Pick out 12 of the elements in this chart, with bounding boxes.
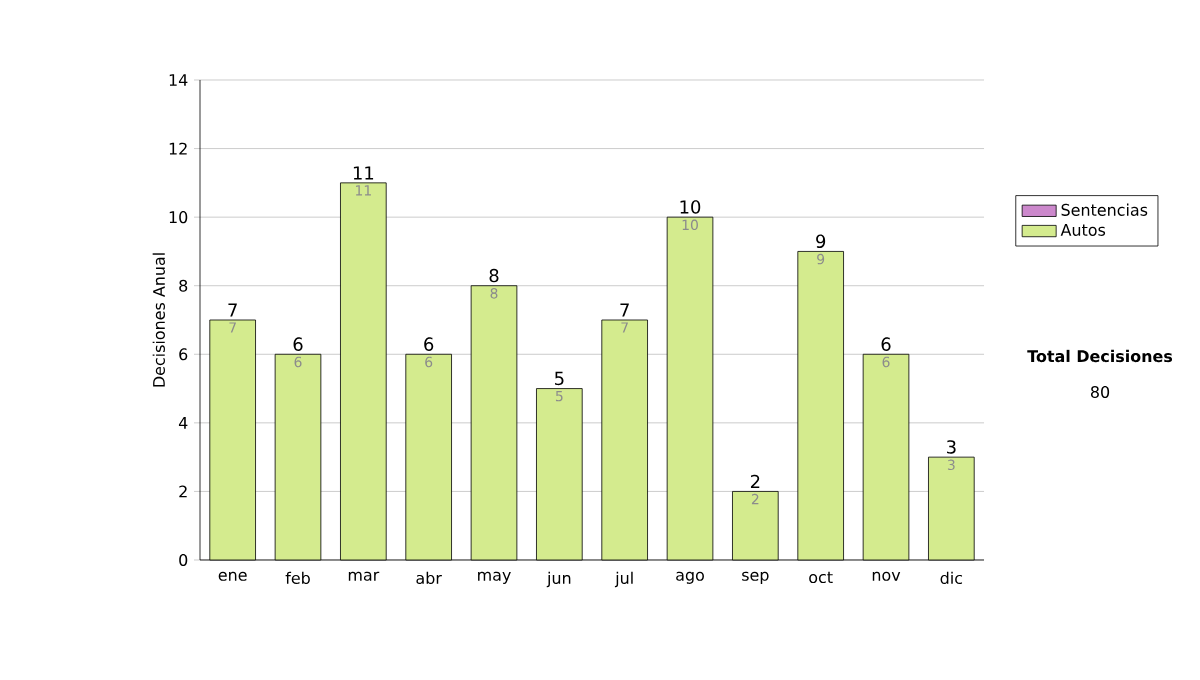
- total-label: 5: [555, 371, 564, 386]
- total-label: 7: [228, 303, 237, 317]
- total-label: 9: [816, 234, 826, 249]
- total-label: 11: [353, 166, 374, 180]
- total-label: 2: [750, 474, 760, 489]
- total-label: 6: [424, 337, 434, 351]
- total-label: 10: [680, 200, 701, 214]
- total-label: 6: [293, 337, 303, 351]
- total-label: 6: [881, 337, 891, 351]
- total-label: 7: [620, 303, 629, 317]
- total-label: 8: [489, 268, 499, 283]
- total-label: 3: [947, 440, 956, 454]
